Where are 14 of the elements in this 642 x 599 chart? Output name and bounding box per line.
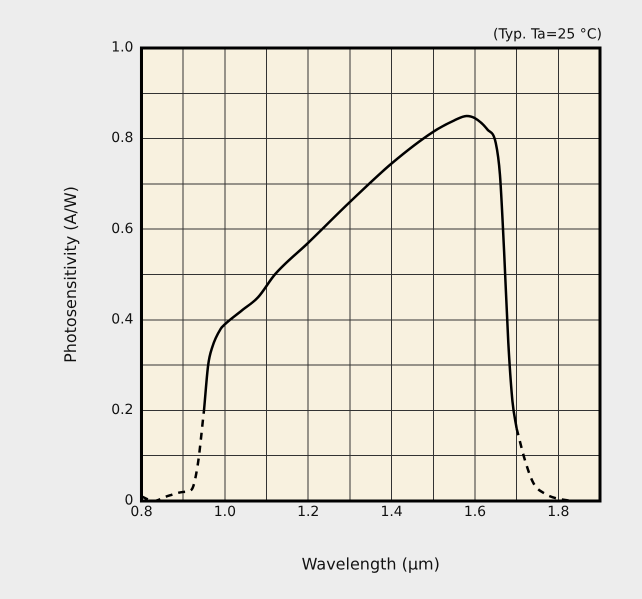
x-tick-label: 0.8 [130,504,153,520]
text: (Typ. Ta=25 °C) [493,26,602,43]
y-tick-label: 1.0 [111,40,134,56]
x-axis-title: Wavelength (µm) [302,554,440,574]
x-tick-label: 1.8 [547,504,570,520]
x-tick-label: 1.4 [380,504,403,520]
y-tick-label: 0.8 [111,130,134,146]
x-tick-label: 1.6 [464,504,486,520]
y-axis-title: Photosensitivity (A/W) [60,186,80,363]
y-tick-label: 0.4 [111,311,134,328]
x-tick-label: 1.2 [297,504,320,520]
y-tick-label: 0.2 [111,402,134,418]
y-tick-label: 0.6 [111,220,134,237]
x-tick-label: 1.0 [214,504,236,520]
